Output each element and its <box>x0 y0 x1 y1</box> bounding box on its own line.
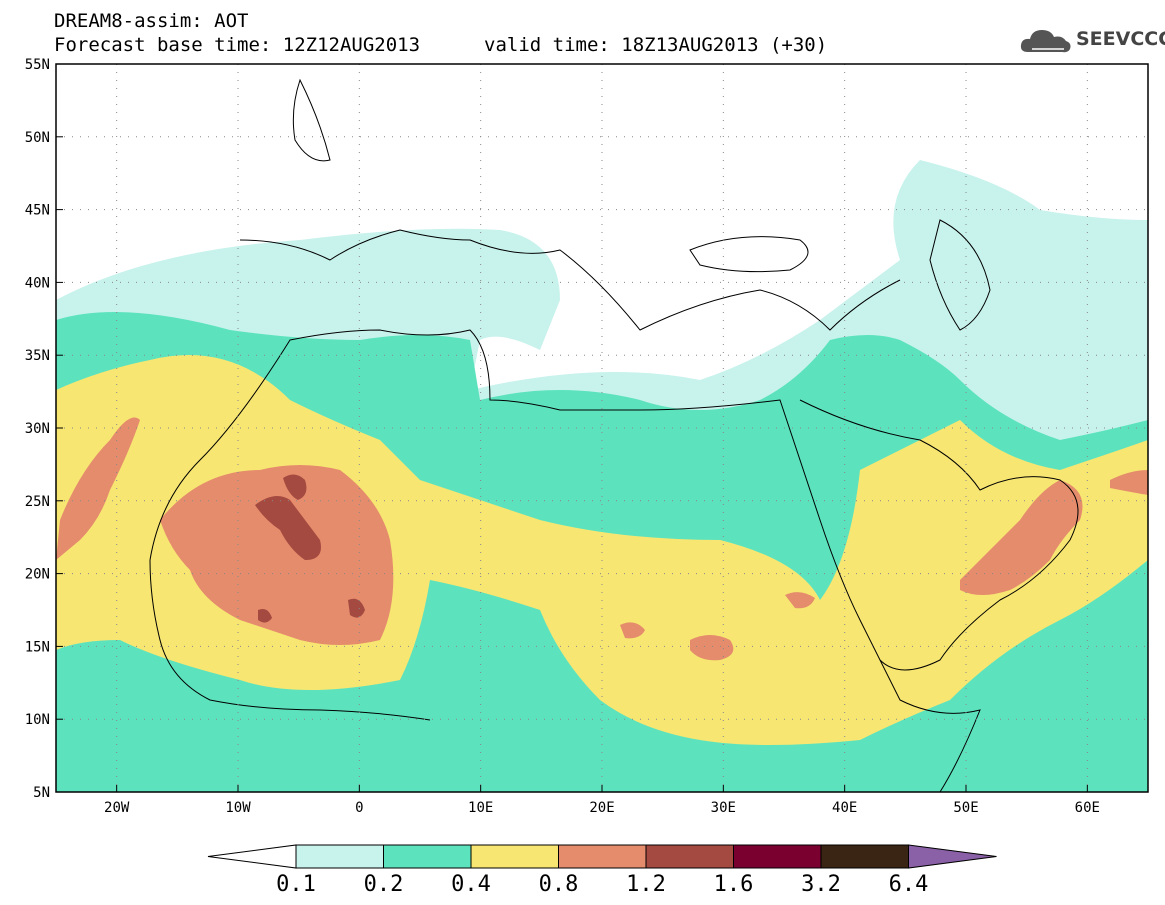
colorbar-level-label: 0.2 <box>363 872 404 897</box>
aot-band-0.8-g <box>785 592 815 609</box>
lat-tick-label: 55N <box>25 57 50 73</box>
aot-field <box>56 160 1148 792</box>
lat-tick-label: 50N <box>25 130 50 146</box>
aot-band-0.8-f <box>620 622 645 639</box>
aot-band-0.8 <box>56 417 140 560</box>
valid-time: valid time: 18Z13AUG2013 (+30) <box>484 34 828 56</box>
lon-tick-label: 30E <box>711 800 736 816</box>
coastline-europe <box>239 229 901 331</box>
lat-tick-label: 15N <box>25 639 50 655</box>
lon-tick-label: 10E <box>468 800 493 816</box>
colorbar-level-label: 0.1 <box>276 872 316 897</box>
lon-tick-label: 20E <box>589 800 614 816</box>
aot-band-1.2-b <box>283 474 307 500</box>
coastline-africa <box>149 329 981 792</box>
lon-tick-label: 50E <box>953 800 978 816</box>
map-title: DREAM8-assim: AOT <box>54 10 249 32</box>
axis-ticks: 20W 10W 0 10E 20E 30E 40E 50E 60E 5N 10N 15N 20N 25N 3… <box>25 57 1100 816</box>
aot-band-0.8-d <box>1110 470 1148 495</box>
colorbar-level-label: 3.2 <box>801 872 841 897</box>
lat-tick-label: 45N <box>25 203 50 219</box>
colorbar-level-label: 1.2 <box>626 872 666 897</box>
aot-band-1.2-c <box>348 598 365 618</box>
aot-band-0.8-e <box>690 635 734 661</box>
lat-tick-label: 25N <box>25 494 50 510</box>
colorbar-level-label: 0.4 <box>451 872 491 897</box>
logo-text: SEEVCCC <box>1076 28 1165 50</box>
forecast-base-time: Forecast base time: 12Z12AUG2013 <box>54 34 421 56</box>
seevccc-logo: SEEVCCC <box>1018 22 1165 58</box>
lon-tick-label: 20W <box>104 800 130 816</box>
coastline-britain <box>292 78 331 162</box>
coastline-caspian <box>929 219 991 331</box>
lon-tick-label: 0 <box>355 800 363 816</box>
lat-tick-label: 30N <box>25 421 50 437</box>
lat-tick-label: 40N <box>25 275 50 291</box>
lat-tick-label: 35N <box>25 348 50 364</box>
colorbar-level-label: 0.8 <box>538 872 579 897</box>
lon-tick-label: 10W <box>225 800 251 816</box>
coastline-black-sea <box>689 236 809 273</box>
aot-band-1.2-d <box>258 609 272 623</box>
aot-band-0.8-b <box>160 465 394 645</box>
colorbar-level-label: 1.6 <box>713 872 754 897</box>
colorbar-level-label: 6.4 <box>888 872 929 897</box>
cloud-icon <box>1020 30 1071 53</box>
coastline-arabia <box>799 399 1079 671</box>
lon-tick-label: 60E <box>1075 800 1100 816</box>
lon-tick-label: 40E <box>832 800 857 816</box>
lat-tick-label: 20N <box>25 567 50 583</box>
aot-band-0.8-c <box>960 480 1083 595</box>
aot-band-0.4 <box>56 355 1148 745</box>
aot-band-1.2 <box>255 496 321 560</box>
lat-tick-label: 10N <box>25 712 50 728</box>
lat-tick-label: 5N <box>33 785 50 801</box>
